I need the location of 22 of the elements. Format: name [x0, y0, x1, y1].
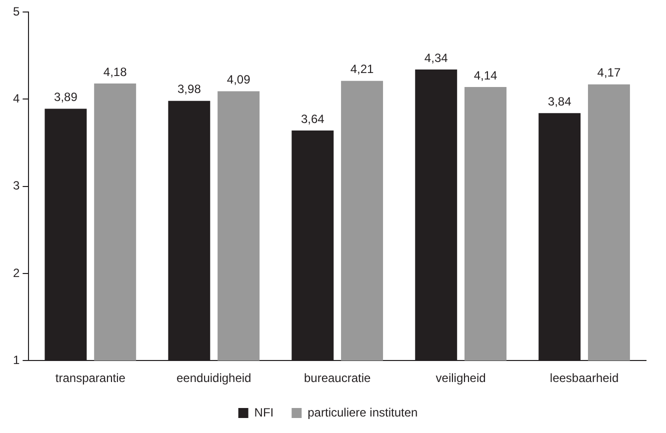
x-tick-label: transparantie — [55, 371, 126, 386]
x-tick-label: eenduidigheid — [176, 371, 252, 386]
data-label: 4,09 — [226, 72, 251, 87]
data-label: 3,84 — [548, 94, 572, 108]
x-tick-label: leesbaarheid — [550, 371, 619, 386]
data-label: 3,98 — [178, 82, 202, 96]
y-tick-label: 2 — [12, 266, 20, 280]
y-tick-label: 4 — [12, 91, 20, 106]
data-label: 4,21 — [350, 62, 374, 76]
data-label: 4,18 — [103, 64, 128, 79]
data-label: 4,34 — [424, 50, 448, 65]
data-label: 3,89 — [54, 90, 78, 104]
y-tick-label: 3 — [12, 178, 20, 193]
y-tick-label: 5 — [12, 4, 20, 18]
legend-label: NFI — [254, 405, 274, 420]
data-label: 4,14 — [474, 68, 498, 82]
x-tick-label: veiligheid — [436, 371, 486, 386]
data-label: 4,17 — [597, 66, 621, 80]
legend-label: particuliere instituten — [308, 405, 418, 420]
x-tick-label: bureaucratie — [304, 371, 372, 386]
data-label: 3,64 — [300, 112, 325, 126]
y-tick-label: 1 — [12, 352, 20, 367]
